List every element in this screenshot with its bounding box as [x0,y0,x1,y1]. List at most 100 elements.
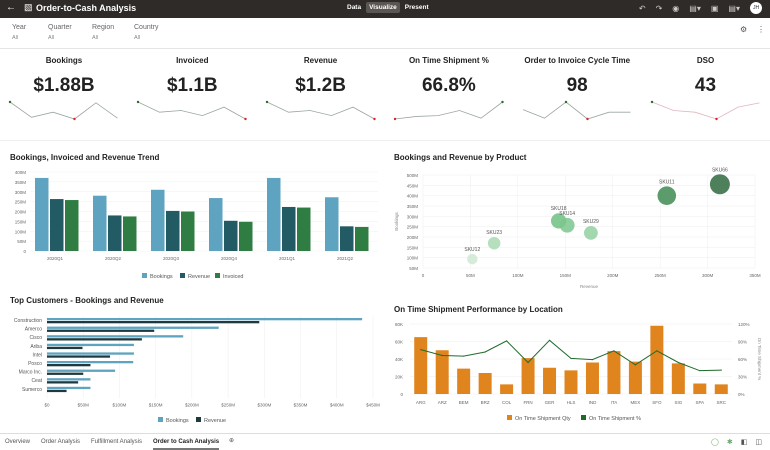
legend-label: Revenue [204,418,226,424]
filter-quarter[interactable]: Quarter All [48,24,72,41]
avatar[interactable]: JH [750,2,762,14]
x-tick-label: 2020Q3 [163,256,180,261]
kpi-tile[interactable]: Invoiced $1.1B [128,50,256,125]
y-tick-label: Construction [14,318,42,324]
bar-revenue [108,215,122,251]
y2-tick-label: 0% [738,392,745,397]
point-label: SKU23 [486,230,502,236]
sparkline-line [651,101,760,120]
save-icon[interactable]: ▤▾ [689,3,701,13]
bar-on-time-qty [714,384,728,394]
preview-icon[interactable]: ◉ [672,3,680,13]
menu-icon[interactable]: ▤▾ [728,3,740,13]
x-tick-label: 250M [655,273,667,278]
kpi-sparkline [137,100,247,121]
y2-tick-label: 60% [738,357,747,362]
y-tick-label: 250M [15,200,27,205]
sparkline-min-marker [714,117,718,121]
sparkline-max-marker [650,100,653,104]
x-tick-label: $450M [366,402,380,407]
bar-revenue [47,372,84,375]
filter-region[interactable]: Region All [92,24,114,41]
y-tick-label: 50M [17,239,26,244]
sparkline-max-marker [137,100,140,104]
bar-on-time-qty [478,373,492,394]
x-tick-label: 300M [702,273,714,278]
x-tick-label: ARG [416,400,426,405]
bar-revenue [47,381,79,384]
bar-on-time-qty [628,361,642,394]
bar-on-time-qty [435,350,449,394]
kpi-sparkline [265,100,376,121]
x-tick-label: GER [545,400,556,405]
kpi-tile[interactable]: Order to Invoice Cycle Time 98 [513,50,641,125]
kpi-value: 43 [694,75,717,96]
panel-left-icon[interactable]: ◧ [740,439,748,446]
insights-icon[interactable]: ◯ [711,439,719,446]
customers-bar-chart: $0 $50M $100M $150M $200M $250M $300M $350M $400… [14,316,380,424]
line-point [484,351,486,353]
y-tick-label: 200M [407,235,419,240]
y-tick-label: 150M [15,219,27,224]
y-tick-label: 400M [15,170,27,175]
bar-revenue [47,355,111,358]
bar-revenue [166,210,180,251]
sparkline-line [394,101,503,120]
line-point [613,350,615,352]
y-tick-label: Marco Inc. [19,370,42,376]
y-tick-label: 40K [395,357,403,362]
kpi-value: $1.1B [166,75,218,96]
bar-bookings [47,335,184,338]
tab-fulfillment-analysis[interactable]: Fulfillment Analysis [91,439,143,445]
filter-country[interactable]: Country All [134,24,159,41]
mode-present[interactable]: Present [404,4,429,11]
redo-icon[interactable]: ↷ [655,3,663,13]
x-tick-label: SPA [695,400,704,405]
mode-visualize[interactable]: Visualize [366,2,400,13]
sparkline-min-marker [586,117,589,121]
y-tick-label: 60K [395,340,403,345]
x-tick-label: $100M [113,402,127,407]
bar-revenue [224,220,238,251]
filter-settings-icon[interactable]: ⚙ [740,25,748,34]
bar-bookings [47,386,91,390]
x-tick-label: $50M [78,402,90,407]
back-arrow-icon[interactable]: ← [6,2,16,13]
filter-year[interactable]: Year All [12,24,26,41]
mode-data[interactable]: Data [347,4,362,11]
bar-bookings [47,361,134,364]
tab-order-to-cash-analysis[interactable]: Order to Cash Analysis [153,439,220,450]
auto-refresh-icon[interactable]: ✱ [726,439,733,446]
y-tick-label: 0 [400,392,403,397]
bubble-point [467,253,478,265]
line-point [527,361,529,364]
y-axis-label: Bookings [394,211,399,230]
tab-order-analysis[interactable]: Order Analysis [41,439,81,445]
bar-invoiced [355,226,369,251]
tab-overview[interactable]: Overview [5,439,31,445]
x-tick-label: 150M [560,273,572,278]
bar-on-time-qty [693,383,707,394]
add-tab-icon[interactable]: ⊕ [229,438,235,444]
x-tick-label: HLS [567,400,576,405]
y-tick-label: 400M [407,194,419,199]
top-bar: ← ▧ Order-to-Cash Analysis Data Visualiz… [0,0,770,18]
more-options-icon[interactable]: ⋮ [757,25,765,34]
kpi-tile[interactable]: Revenue $1.2B [257,50,385,125]
y-tick-label: 80K [395,322,403,327]
kpi-tile[interactable]: On Time Shipment % 66.8% [385,50,513,125]
line-point [699,370,701,372]
sparkline-max-marker [265,100,268,104]
export-icon[interactable]: ▣ [710,3,719,13]
panel-right-icon[interactable]: ◫ [755,439,762,446]
x-tick-label: MEX [631,400,641,405]
undo-icon[interactable]: ↶ [638,3,646,13]
bar-on-time-qty [564,370,578,394]
kpi-tile[interactable]: Bookings $1.88B [0,50,128,125]
bar-on-time-qty [457,368,471,394]
sparkline-min-marker [73,117,76,121]
bar-invoiced [181,211,195,251]
filter-bar: Year All Quarter All Region All Country All … [0,18,770,49]
kpi-tile[interactable]: DSO 43 [642,50,770,125]
x-tick-label: FRN [523,400,532,405]
